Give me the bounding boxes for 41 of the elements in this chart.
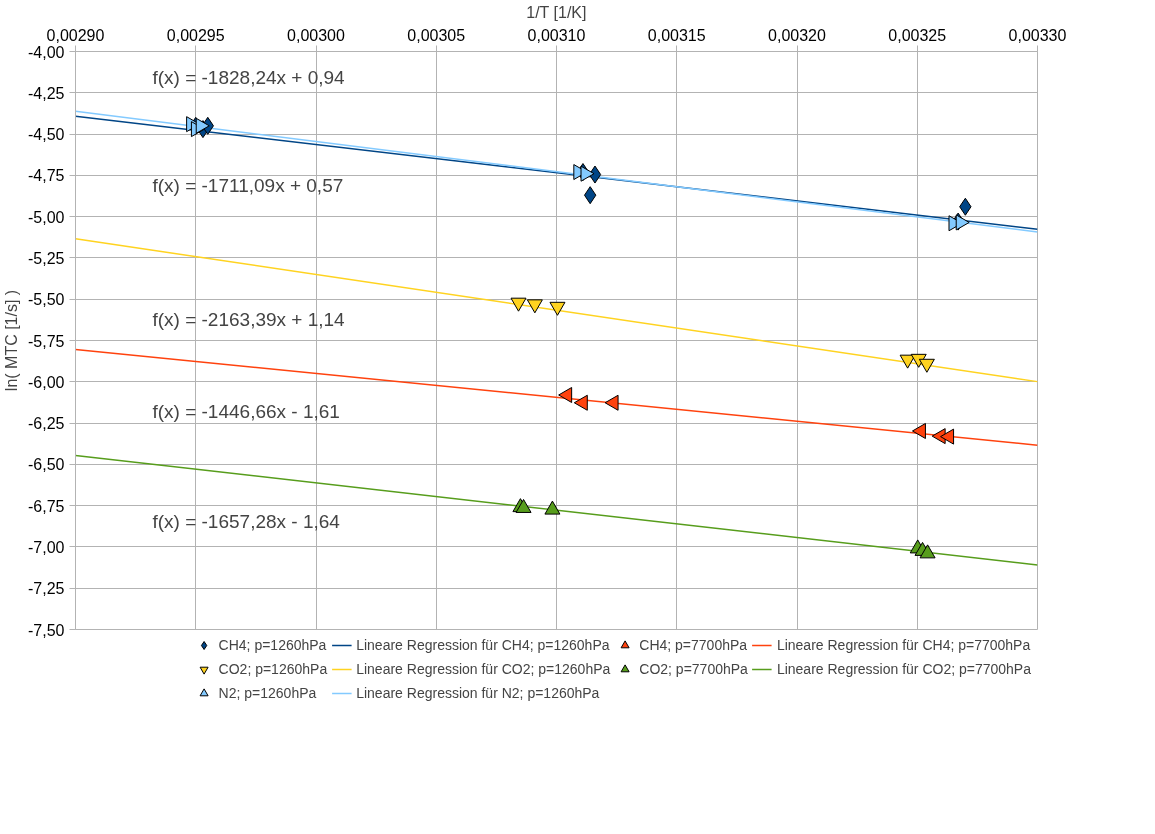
x-tick-label: 0,00310	[527, 26, 586, 44]
x-tick-label: 0,00295	[166, 26, 225, 44]
y-axis-title: ln( MTC [1/s] )	[3, 289, 21, 392]
legend-label: Lineare Regression für CH4; p=1260hPa	[356, 636, 610, 654]
x-tick-label: 0,00305	[407, 26, 466, 44]
y-tick-label: -6,50	[28, 456, 65, 474]
y-tick-label: -6,75	[28, 497, 65, 515]
x-tick-label: 0,00320	[768, 26, 827, 44]
y-tick-label: -7,25	[28, 580, 65, 598]
y-tick-label: -7,50	[28, 621, 65, 639]
x-tick-label: 0,00290	[46, 26, 105, 44]
y-tick-label: -5,50	[28, 291, 65, 309]
legend-label: CO2; p=1260hPa	[218, 660, 328, 678]
annotation: f(x) = -1446,66x - 1,61	[152, 401, 340, 423]
x-axis-title: 1/T [1/K]	[526, 3, 587, 21]
annotation: f(x) = -1828,24x + 0,94	[152, 67, 346, 89]
annotation: f(x) = -1657,28x - 1,64	[152, 510, 341, 532]
annotation: f(x) = -2163,39x + 1,14	[152, 309, 346, 331]
y-tick-label: -5,00	[28, 208, 65, 226]
legend-label: CH4; p=7700hPa	[639, 636, 748, 654]
legend-label: CO2; p=7700hPa	[639, 660, 748, 678]
y-tick-label: -6,00	[28, 373, 65, 391]
legend-label: Lineare Regression für CO2; p=1260hPa	[356, 660, 611, 678]
x-tick-label: 0,00300	[287, 26, 346, 44]
y-tick-label: -7,00	[28, 538, 65, 556]
x-tick-label: 0,00315	[647, 26, 706, 44]
y-tick-label: -4,50	[28, 126, 65, 144]
y-tick-label: -4,25	[28, 84, 65, 102]
y-tick-label: -4,00	[28, 43, 65, 61]
legend-label: Lineare Regression für CO2; p=7700hPa	[776, 660, 1031, 678]
y-tick-label: -5,75	[28, 332, 65, 350]
annotation: f(x) = -1711,09x + 0,57	[152, 175, 344, 197]
y-tick-label: -4,75	[28, 167, 65, 185]
x-tick-label: 0,00325	[888, 26, 947, 44]
legend-label: CH4; p=1260hPa	[218, 636, 327, 654]
legend-label: N2; p=1260hPa	[218, 684, 317, 702]
y-tick-label: -5,25	[28, 249, 65, 267]
legend-label: Lineare Regression für N2; p=1260hPa	[356, 684, 600, 702]
legend-label: Lineare Regression für CH4; p=7700hPa	[776, 636, 1031, 654]
y-tick-label: -6,25	[28, 415, 65, 433]
x-tick-label: 0,00330	[1008, 26, 1067, 44]
